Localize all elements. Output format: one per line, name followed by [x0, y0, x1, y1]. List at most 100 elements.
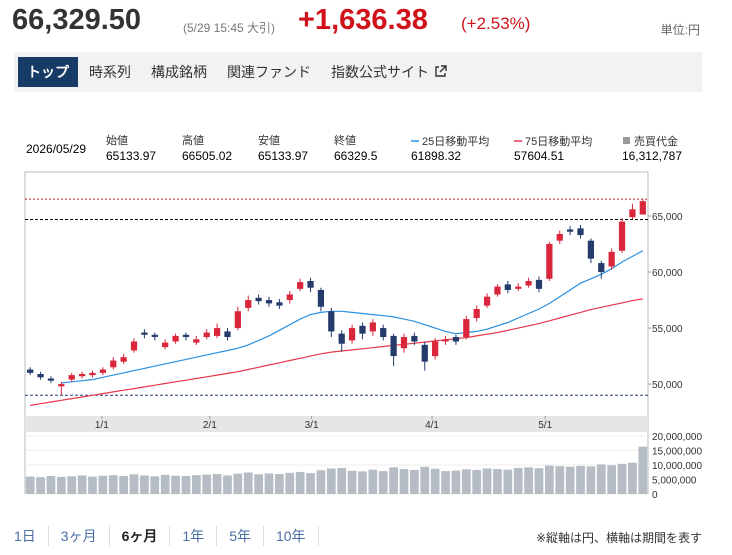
candle-body: [245, 300, 252, 308]
y-tick-label: 50,000: [652, 380, 683, 391]
volume-bar: [36, 477, 45, 494]
volume-bar: [358, 471, 367, 494]
legend-value: 61898.32: [411, 149, 461, 163]
candle-body: [58, 384, 65, 387]
volume-bar: [212, 473, 222, 494]
candle-body: [68, 375, 75, 380]
info-label: 始値: [106, 133, 128, 147]
tab[interactable]: 指数公式サイト: [322, 57, 456, 87]
volume-bar: [493, 469, 502, 494]
candle-body: [182, 334, 190, 338]
candle-body: [234, 311, 241, 329]
axis-note: ※縦軸は円、横軸は期間を表す: [535, 531, 702, 545]
candle-body: [99, 369, 106, 373]
volume-bar: [150, 476, 160, 494]
info-date: 2026/05/29: [26, 142, 86, 156]
plot-frame: [24, 171, 649, 495]
candle-body: [473, 309, 480, 318]
candle-body: [110, 360, 117, 368]
candle-body: [141, 332, 148, 335]
volume-bar: [482, 468, 492, 494]
candle-body: [276, 302, 283, 306]
x-tick-label: 2/1: [203, 420, 217, 431]
volume-tick-label: 20,000,000: [652, 432, 702, 443]
tab-bar: トップ 時系列 構成銘柄 関連ファンド 指数公式サイト: [14, 52, 702, 92]
info-value: 65133.97: [258, 149, 308, 163]
range-option[interactable]: 1年: [170, 526, 218, 546]
volume-bar: [617, 463, 627, 494]
range-selector: 1日 3ヶ月 6ヶ月 1年 5年 10年: [14, 526, 319, 546]
index-price: 66,329.50: [12, 4, 142, 36]
volume-bar: [596, 464, 606, 494]
volume-bar: [191, 475, 201, 494]
volume-tick-label: 0: [652, 490, 658, 501]
volume-bar: [576, 465, 585, 494]
candle-body: [213, 328, 221, 336]
legend-value: 16,312,787: [622, 149, 682, 163]
range-option[interactable]: 1日: [14, 526, 49, 546]
y-tick-label: 65,000: [652, 212, 683, 223]
candle-body: [463, 319, 470, 338]
unit-label: 単位:円: [660, 23, 700, 37]
candle-body: [307, 281, 314, 288]
volume-bar: [347, 470, 357, 494]
candle-body: [224, 331, 231, 338]
volume-bar: [140, 475, 149, 494]
candle-body: [120, 357, 127, 362]
candle-body: [172, 335, 179, 342]
volume-bar: [275, 473, 284, 494]
candle-body: [297, 282, 304, 289]
tab[interactable]: 時系列: [89, 64, 131, 80]
candle-body: [151, 334, 158, 338]
y-tick-label: 55,000: [652, 324, 683, 335]
range-option[interactable]: 10年: [264, 526, 319, 546]
volume-bar: [98, 475, 108, 494]
candle-body: [483, 296, 491, 306]
volume-bar: [202, 474, 212, 494]
x-tick-label: 1/1: [95, 420, 109, 431]
candle-body: [504, 284, 511, 290]
y-tick-label: 60,000: [652, 268, 683, 279]
volume-tick-label: 15,000,000: [652, 447, 702, 458]
volume-bar: [306, 473, 315, 494]
volume-bar: [56, 476, 66, 494]
info-value: 65133.97: [106, 149, 156, 163]
info-label: 終値: [334, 134, 356, 147]
legend-label: 売買代金: [634, 135, 678, 148]
volume-bar: [129, 474, 139, 494]
x-tick-label: 5/1: [538, 420, 552, 431]
volume-bar: [77, 475, 87, 494]
range-option[interactable]: 6ヶ月: [110, 526, 171, 546]
range-option[interactable]: 3ヶ月: [49, 526, 110, 546]
candle-body: [535, 279, 543, 289]
candle-body: [639, 201, 646, 215]
chart: 2026/05/29 始値 65133.97 高値 66505.02 安値 65133.97…: [24, 133, 702, 501]
volume-bar: [628, 462, 637, 494]
volume-bar: [295, 471, 305, 494]
volume-bar: [389, 467, 398, 494]
candle-body: [193, 339, 200, 343]
volume-bar: [555, 466, 565, 494]
tab[interactable]: 構成銘柄: [151, 64, 207, 80]
tab[interactable]: 関連ファンド: [227, 64, 311, 80]
x-tick-label: 3/1: [305, 420, 319, 431]
volume-bar: [160, 474, 170, 494]
volume-bar: [326, 468, 336, 494]
volume-bar: [337, 467, 347, 494]
timestamp: (5/29 15:45 大引): [183, 21, 276, 35]
volume-bar: [254, 474, 263, 494]
volume-bar: [316, 470, 326, 494]
legend-value: 57604.51: [514, 149, 564, 163]
legend-swatch: [623, 137, 630, 144]
candle-body: [546, 244, 553, 279]
volume-bar: [223, 475, 232, 494]
volume-bar: [233, 473, 243, 494]
info-value: 66329.5: [334, 149, 378, 163]
volume-bar: [430, 468, 440, 494]
x-tick-label: 4/1: [425, 420, 439, 431]
volume-bar: [399, 469, 409, 494]
volume-bar: [285, 472, 295, 494]
volume-bar: [378, 471, 388, 494]
range-option[interactable]: 5年: [217, 526, 264, 546]
tab[interactable]: トップ: [18, 57, 78, 87]
